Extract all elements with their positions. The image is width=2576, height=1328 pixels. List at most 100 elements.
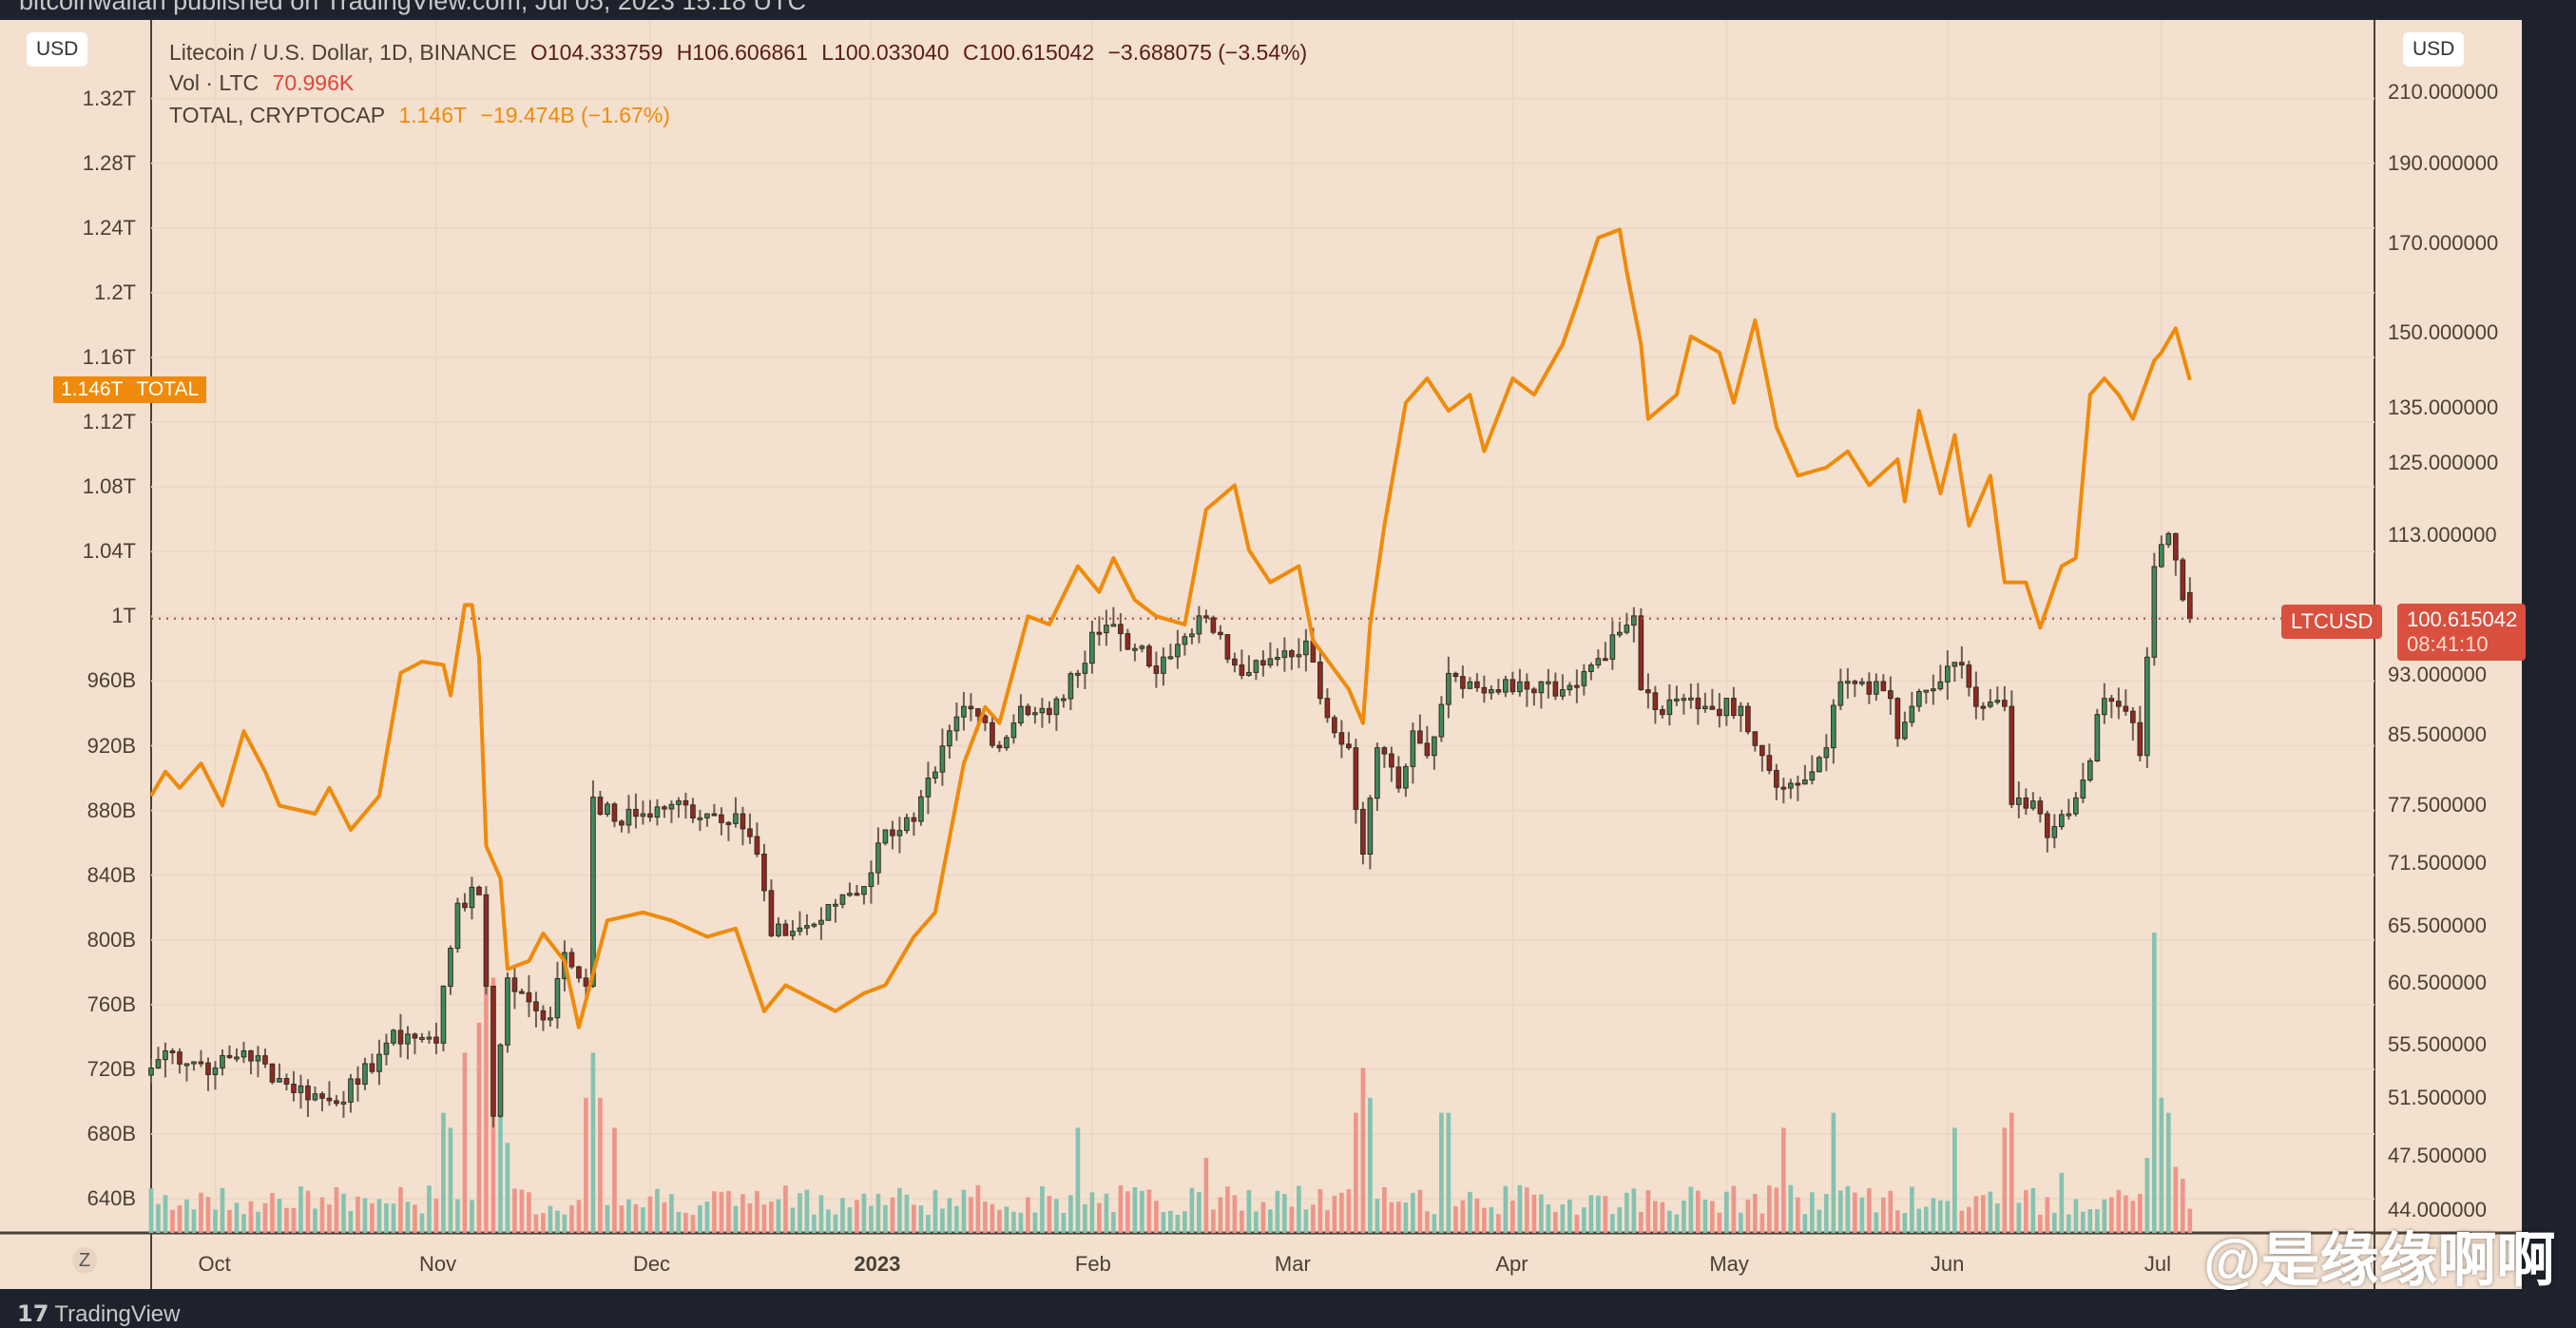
volume-bar: [690, 1215, 696, 1233]
volume-bar: [783, 1185, 788, 1233]
candle-body: [540, 1010, 547, 1021]
volume-bar: [1531, 1194, 1537, 1233]
volume-bar: [1981, 1195, 1986, 1233]
ohlc-open: O104.333759: [529, 40, 663, 65]
candle-body: [1346, 743, 1352, 749]
volume-value: 70.996K: [272, 70, 355, 95]
volume-bar: [1011, 1211, 1016, 1233]
volume-bar: [1146, 1189, 1152, 1233]
volume-bar: [655, 1188, 660, 1233]
volume-bar: [1354, 1112, 1358, 1233]
left-axis-label: 840B: [87, 862, 136, 887]
candle-body: [1338, 732, 1345, 745]
candle-body: [682, 799, 689, 806]
candle-body: [277, 1078, 282, 1083]
zoom-reset-button[interactable]: Z: [72, 1247, 97, 1274]
volume-bar: [1246, 1189, 1252, 1233]
candle-body: [1460, 676, 1466, 689]
volume-bar: [2016, 1203, 2022, 1233]
candle-body: [155, 1059, 162, 1068]
total-legend: TOTAL, CRYPTOCAP 1.146T −19.474B (−1.67%…: [169, 103, 678, 128]
volume-bar: [669, 1194, 674, 1233]
candle-body: [355, 1078, 361, 1085]
candle-body: [711, 813, 718, 817]
volume-bar: [1631, 1188, 1637, 1233]
volume-bar: [918, 1205, 924, 1233]
candle-body: [1289, 650, 1295, 658]
volume-bar: [533, 1214, 539, 1233]
chart-panel[interactable]: [0, 20, 2522, 1289]
candle-body: [433, 1036, 439, 1044]
candle-body: [1182, 636, 1188, 645]
candle-body: [668, 803, 675, 810]
volume-bar: [1411, 1192, 1415, 1233]
candle-body: [283, 1078, 290, 1085]
left-currency-button[interactable]: USD: [27, 32, 88, 67]
candle-body: [1417, 730, 1423, 744]
volume-bar: [313, 1208, 317, 1233]
candle-body: [1381, 747, 1388, 755]
volume-bar: [997, 1209, 1002, 1233]
volume-bar: [356, 1196, 360, 1233]
candle-body: [234, 1056, 240, 1060]
left-axis-label: 1.16T: [82, 345, 136, 369]
volume-bar: [1667, 1210, 1672, 1233]
right-currency-button[interactable]: USD: [2403, 32, 2465, 67]
symbol-name[interactable]: Litecoin / U.S. Dollar, 1D, BINANCE: [169, 40, 517, 65]
candle-body: [326, 1097, 333, 1102]
time-axis-label: Mar: [1274, 1252, 1311, 1276]
volume-bar: [1317, 1188, 1323, 1233]
volume-bar: [990, 1203, 995, 1233]
candle-body: [1631, 615, 1637, 626]
volume-bar: [348, 1210, 354, 1233]
volume-bar: [305, 1190, 311, 1233]
volume-bar: [2059, 1172, 2065, 1233]
time-axis-label: Nov: [418, 1252, 457, 1276]
volume-bar: [1503, 1185, 1509, 1233]
volume-bar: [1788, 1184, 1794, 1233]
volume-bar: [590, 1052, 596, 1233]
volume-bar: [1902, 1213, 1908, 1233]
candle-body: [2051, 826, 2058, 838]
candle-body: [918, 796, 924, 822]
candle-body: [1132, 647, 1138, 651]
volume-bar: [427, 1185, 432, 1233]
volume-bar: [362, 1198, 368, 1233]
candle-body: [1432, 736, 1437, 757]
candle-body: [904, 817, 910, 832]
candle-body: [291, 1083, 297, 1093]
volume-bar: [1845, 1185, 1851, 1233]
volume-bar: [1097, 1203, 1102, 1233]
candle-body: [362, 1063, 368, 1085]
volume-bar: [1489, 1206, 1494, 1233]
volume-bar: [298, 1186, 303, 1233]
volume-bar: [1368, 1097, 1373, 1233]
volume-bar: [1168, 1210, 1173, 1233]
volume-bar: [1988, 1191, 1993, 1233]
candle-body: [1603, 658, 1608, 662]
volume-bar: [698, 1204, 702, 1233]
candle-body: [947, 730, 952, 747]
volume-bar: [683, 1212, 688, 1233]
total-label[interactable]: TOTAL, CRYPTOCAP: [169, 103, 386, 127]
volume-bar: [1838, 1190, 1843, 1233]
volume-bar: [1439, 1112, 1444, 1233]
volume-bar: [926, 1214, 931, 1233]
volume-bar: [1468, 1191, 1472, 1233]
volume-bar: [220, 1187, 225, 1233]
volume-bar: [319, 1197, 325, 1233]
volume-bar: [1083, 1203, 1087, 1233]
volume-label[interactable]: Vol · LTC: [169, 70, 260, 95]
left-axis-label: 800B: [87, 927, 136, 952]
volume-bar: [519, 1189, 525, 1233]
candle-body: [405, 1033, 411, 1045]
volume-bar: [1125, 1191, 1130, 1233]
volume-bar: [1796, 1197, 1800, 1233]
candle-body: [1125, 633, 1131, 650]
volume-bar: [1588, 1195, 1594, 1233]
volume-bar: [248, 1201, 254, 1233]
left-axis-label: 960B: [87, 668, 136, 693]
left-axis-label: 1.32T: [82, 86, 136, 110]
candle-body: [1823, 747, 1830, 759]
